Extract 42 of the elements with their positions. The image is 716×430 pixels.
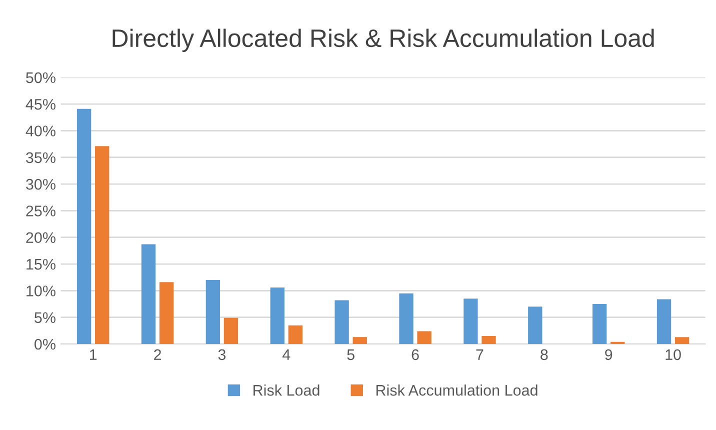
bar <box>159 282 174 344</box>
x-tick-label: 4 <box>282 349 290 360</box>
y-tick-label: 45% <box>26 98 56 110</box>
y-tick-label: 40% <box>26 126 56 136</box>
bar <box>482 336 496 344</box>
bar <box>76 108 92 344</box>
y-tick-label: 20% <box>26 232 56 244</box>
chart-title: Directly Allocated Risk & Risk Accumulation Load <box>112 28 654 52</box>
y-tick-label: 50% <box>26 72 56 84</box>
legend-label: Risk Load <box>254 384 320 396</box>
bar <box>141 244 156 344</box>
y-tick-label: 35% <box>26 152 56 164</box>
bar <box>206 280 220 344</box>
x-tick-label: 6 <box>412 349 419 360</box>
x-tick-label: 8 <box>540 349 548 360</box>
bar <box>674 337 690 344</box>
bar <box>95 146 110 344</box>
y-tick-label: 15% <box>26 258 56 270</box>
legend-label: Risk Accumulation Load <box>376 384 538 396</box>
y-tick-label: 30% <box>26 178 56 190</box>
bar <box>656 299 672 344</box>
x-tick-label: 9 <box>605 349 612 360</box>
bar <box>224 318 238 344</box>
bar <box>288 325 303 344</box>
bar <box>334 300 349 344</box>
bar <box>417 331 432 344</box>
bar <box>592 304 607 344</box>
bar <box>464 298 478 344</box>
bar <box>352 337 367 344</box>
y-tick-label: 0% <box>34 338 56 350</box>
y-tick-label: 10% <box>26 286 56 296</box>
bar <box>270 287 284 344</box>
x-tick-label: 10 <box>666 349 681 360</box>
x-tick-label: 5 <box>347 349 354 360</box>
bar <box>528 306 542 344</box>
x-tick-label: 3 <box>218 349 226 360</box>
bar <box>399 293 414 344</box>
x-tick-label: 2 <box>154 349 161 360</box>
x-tick-label: 1 <box>90 349 97 360</box>
y-tick-label: 25% <box>26 206 56 216</box>
y-tick-label: 5% <box>34 312 56 324</box>
x-tick-label: 7 <box>476 349 484 360</box>
